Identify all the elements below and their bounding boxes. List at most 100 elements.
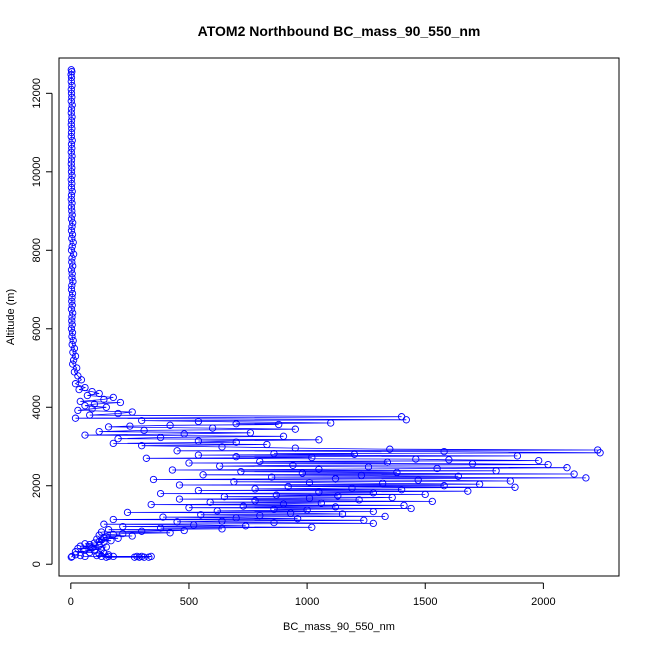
data-point (76, 551, 84, 560)
data-point (166, 529, 174, 537)
data-point (67, 128, 76, 137)
data-point (67, 89, 76, 97)
data-point (414, 476, 422, 484)
data-point (421, 490, 429, 499)
data-point (156, 524, 165, 532)
data-point (67, 148, 75, 156)
data-point (68, 172, 76, 180)
data-point (379, 479, 387, 488)
data-point (315, 465, 323, 473)
data-point (69, 348, 77, 356)
data-point (68, 258, 76, 266)
data-point (109, 393, 117, 402)
data-point (291, 425, 299, 433)
data-point (109, 515, 117, 524)
data-point (69, 219, 77, 227)
data-point (93, 535, 101, 543)
data-point (69, 309, 77, 317)
data-point (67, 266, 76, 274)
data-point (445, 456, 453, 464)
data-point (67, 140, 76, 148)
data-point (67, 195, 75, 203)
data-point (388, 493, 396, 502)
data-point (256, 457, 264, 466)
data-point (138, 442, 146, 450)
data-point (194, 486, 203, 495)
data-point (350, 450, 359, 458)
data-point (142, 454, 151, 462)
data-point (68, 274, 76, 282)
data-point (348, 484, 356, 492)
data-point (133, 552, 141, 561)
x-axis-label: BC_mass_90_550_nm (283, 621, 395, 633)
data-point (293, 515, 302, 523)
data-point (492, 467, 500, 475)
data-point (68, 230, 77, 239)
data-point (168, 466, 177, 474)
data-point (68, 289, 77, 298)
data-point (147, 500, 155, 509)
data-point (185, 504, 193, 512)
data-point (68, 144, 76, 152)
data-point (454, 472, 462, 480)
data-point (67, 156, 76, 164)
data-point (220, 493, 229, 501)
x-tick-label: 1500 (413, 596, 437, 608)
data-point (251, 485, 259, 493)
data-point (468, 460, 477, 468)
data-point (190, 521, 198, 529)
data-point (68, 317, 76, 325)
data-point (305, 494, 314, 502)
data-point (67, 132, 75, 141)
data-point (71, 352, 80, 360)
data-point (159, 513, 167, 521)
data-point (268, 473, 276, 481)
data-point (232, 453, 240, 461)
data-point (360, 516, 368, 524)
data-point (270, 449, 278, 458)
data-point (68, 242, 76, 251)
data-point (116, 398, 125, 407)
data-point (213, 507, 221, 515)
data-point (67, 97, 75, 105)
data-point (67, 73, 76, 82)
data-point (199, 471, 207, 479)
data-point (513, 452, 522, 460)
data-point (251, 497, 259, 505)
x-tick-label: 2000 (531, 596, 555, 608)
data-point (95, 541, 103, 550)
data-point (197, 511, 205, 519)
data-point (147, 552, 155, 561)
data-point (71, 380, 80, 388)
data-point (67, 176, 75, 184)
data-point (83, 391, 92, 400)
data-point (67, 168, 76, 176)
data-point (357, 471, 366, 480)
data-point (381, 512, 389, 521)
x-tick-label: 500 (180, 596, 198, 608)
data-point (291, 444, 299, 452)
data-point (77, 376, 86, 384)
data-point (208, 424, 217, 432)
data-point (81, 402, 89, 410)
data-point (263, 440, 271, 449)
data-point (68, 234, 76, 243)
data-point (100, 395, 108, 404)
data-point (173, 447, 181, 455)
data-point (109, 552, 117, 561)
data-point (104, 526, 113, 534)
y-tick-label: 8000 (31, 238, 43, 262)
data-point (68, 332, 76, 341)
data-point (289, 461, 297, 469)
data-point (68, 211, 76, 219)
data-point (126, 422, 134, 430)
x-axis: 0 500 1000 1500 2000 (68, 582, 556, 608)
data-point (194, 451, 203, 459)
data-point (67, 70, 75, 79)
data-point (246, 429, 255, 437)
data-point (76, 397, 84, 406)
data-point (68, 254, 76, 262)
data-point (67, 285, 76, 294)
data-point (70, 344, 79, 353)
